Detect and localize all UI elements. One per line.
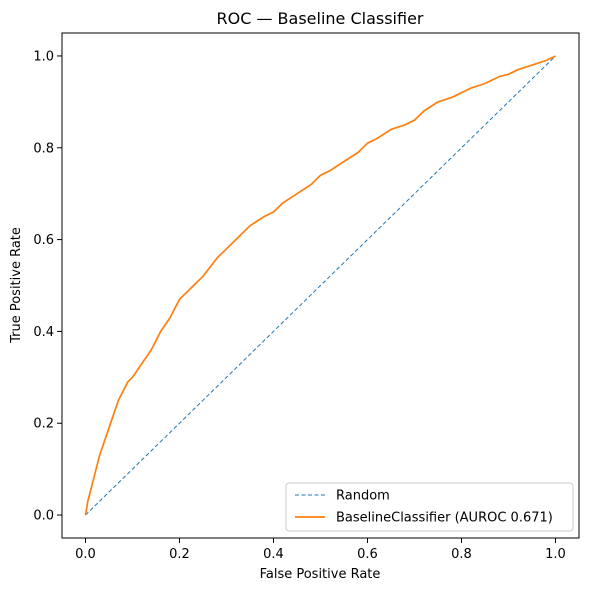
random-baseline-line — [85, 55, 556, 516]
chart-title: ROC — Baseline Classifier — [216, 9, 423, 28]
y-tick-label: 0.4 — [33, 325, 54, 340]
legend-box — [285, 482, 574, 532]
y-tick-label: 1.0 — [33, 49, 54, 64]
x-axis-label: False Positive Rate — [260, 567, 381, 582]
axes-frame — [61, 32, 580, 539]
x-tick-label: 0.2 — [169, 547, 190, 562]
y-tick-label: 0.2 — [33, 417, 54, 432]
y-tick-label: 0.8 — [33, 141, 54, 156]
x-tick-label: 0.4 — [263, 547, 284, 562]
x-tick-label: 0.6 — [357, 547, 378, 562]
x-tick-label: 1.0 — [545, 547, 566, 562]
x-tick-label: 0.8 — [451, 547, 472, 562]
y-axis-label: True Positive Rate — [9, 227, 24, 344]
roc-curve-line — [84, 55, 556, 516]
legend-label: Random — [336, 489, 390, 504]
y-tick-label: 0.0 — [33, 509, 54, 524]
y-tick-label: 0.6 — [33, 233, 54, 248]
legend-label: BaselineClassifier (AUROC 0.671) — [336, 511, 553, 526]
legend: Random BaselineClassifier (AUROC 0.671) — [285, 482, 574, 532]
x-tick-label: 0.0 — [75, 547, 96, 562]
plot-area: 0.0 0.2 0.4 0.6 0.8 1.0 0.0 0.2 0.4 0.6 0.8 1.0 Rand… — [33, 32, 580, 562]
